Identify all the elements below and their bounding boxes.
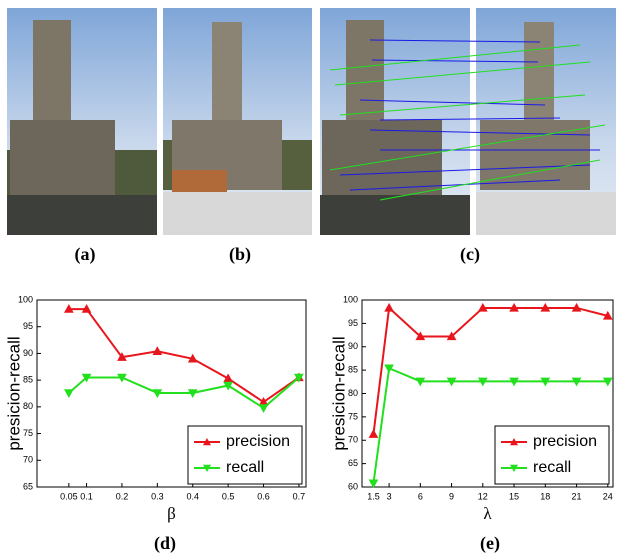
y-tick-label: 85 — [23, 375, 33, 385]
caption: (c) — [460, 244, 480, 265]
x-tick-label: 21 — [572, 491, 582, 501]
marker — [117, 373, 127, 383]
legend-label: precision — [533, 433, 597, 450]
marker — [152, 389, 163, 398]
y-tick-label: 80 — [348, 388, 358, 398]
y-tick-label: 75 — [348, 411, 358, 421]
x-tick-label: 0.3 — [151, 491, 164, 501]
marker — [81, 373, 92, 383]
x-tick-label: 3 — [387, 491, 392, 501]
y-tick-label: 100 — [343, 294, 358, 304]
marker — [540, 377, 551, 387]
marker — [64, 389, 74, 398]
caption: (b) — [229, 244, 251, 265]
legend-label: recall — [226, 459, 264, 476]
marker — [509, 302, 519, 312]
x-tick-label: 0.4 — [186, 491, 199, 501]
marker — [477, 302, 488, 312]
photo-c — [320, 8, 616, 235]
marker — [294, 373, 304, 383]
x-tick-label: 1.5 — [367, 491, 380, 501]
marker — [571, 377, 582, 387]
y-tick-label: 100 — [18, 294, 33, 304]
marker — [117, 352, 127, 361]
y-axis-label: presicion-recall — [329, 336, 348, 450]
marker — [187, 353, 198, 363]
legend-marker — [510, 464, 518, 472]
x-tick-label: 24 — [603, 491, 613, 501]
marker — [571, 302, 582, 312]
x-tick-label: 0.7 — [293, 491, 306, 501]
x-tick-label: 12 — [478, 491, 488, 501]
x-tick-label: 15 — [509, 491, 519, 501]
y-tick-label: 70 — [348, 435, 358, 445]
legend — [494, 425, 610, 485]
legend-marker — [203, 464, 211, 472]
marker — [509, 377, 519, 387]
marker — [258, 404, 269, 413]
x-tick-label: 18 — [540, 491, 550, 501]
y-tick-label: 95 — [23, 321, 33, 331]
legend — [187, 425, 303, 485]
legend-marker — [203, 438, 211, 446]
marker — [602, 377, 613, 387]
marker — [384, 302, 394, 312]
series-line — [68, 376, 300, 410]
marker — [223, 373, 233, 383]
series-line — [68, 308, 300, 404]
y-tick-label: 80 — [23, 401, 33, 411]
y-tick-label: 65 — [23, 481, 33, 491]
x-tick-label: 9 — [449, 491, 454, 501]
x-tick-label: 0.05 — [60, 491, 78, 501]
x-tick-label: 0.6 — [257, 491, 270, 501]
marker — [477, 377, 488, 387]
marker — [602, 310, 613, 320]
y-tick-label: 70 — [23, 455, 33, 465]
caption: (a) — [75, 244, 96, 265]
x-axis-label: β — [167, 504, 176, 523]
marker — [415, 331, 426, 341]
x-tick-label: 0.2 — [116, 491, 129, 501]
y-tick-label: 75 — [23, 428, 33, 438]
marker — [446, 377, 457, 387]
legend-marker — [510, 438, 518, 446]
marker — [540, 302, 551, 312]
y-tick-label: 65 — [348, 458, 358, 468]
y-tick-label: 95 — [348, 318, 358, 328]
y-tick-label: 90 — [348, 341, 358, 351]
y-tick-label: 90 — [23, 348, 33, 358]
x-tick-label: 0.5 — [222, 491, 235, 501]
marker — [368, 479, 379, 489]
marker — [446, 331, 457, 341]
marker — [64, 304, 74, 313]
caption: (d) — [154, 533, 176, 554]
caption: (e) — [480, 533, 500, 554]
marker — [81, 304, 92, 313]
legend-label: precision — [226, 433, 290, 450]
marker — [384, 364, 394, 374]
marker — [152, 346, 163, 355]
photo-a — [7, 8, 157, 235]
marker — [187, 389, 198, 398]
y-tick-label: 60 — [348, 481, 358, 491]
x-tick-label: 0.1 — [80, 491, 93, 501]
x-axis-label: λ — [483, 504, 492, 523]
legend-label: recall — [533, 459, 571, 476]
y-axis-label: presicion-recall — [4, 336, 23, 450]
x-tick-label: 6 — [418, 491, 423, 501]
marker — [223, 381, 233, 391]
marker — [368, 429, 379, 438]
y-tick-label: 85 — [348, 365, 358, 375]
photo-b — [163, 8, 312, 235]
marker — [415, 377, 426, 387]
